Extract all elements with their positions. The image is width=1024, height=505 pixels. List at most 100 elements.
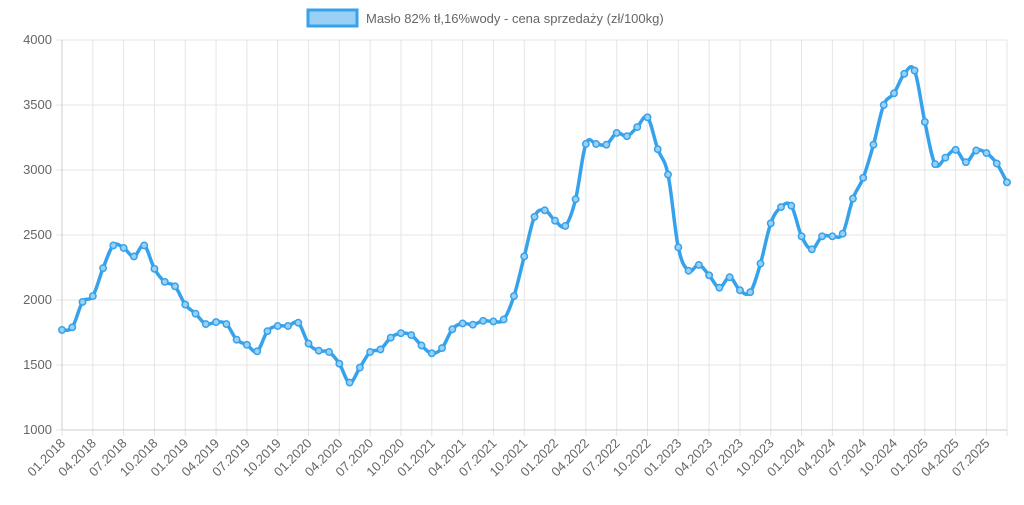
data-point[interactable] [735,286,744,295]
data-point[interactable] [150,264,159,273]
data-point[interactable] [242,340,251,349]
data-point[interactable] [879,101,888,109]
legend-label[interactable]: Masło 82% tł,16%wody - cena sprzedaży (z… [366,11,664,26]
data-point[interactable] [602,140,611,149]
data-point[interactable] [910,66,919,75]
data-point[interactable] [510,292,518,301]
data-point[interactable] [797,232,806,241]
data-point[interactable] [653,145,662,154]
data-point[interactable] [314,346,323,355]
data-point[interactable] [941,153,950,162]
data-point[interactable] [335,359,344,368]
data-point[interactable] [777,203,785,212]
data-point[interactable] [581,140,590,148]
data-point[interactable] [212,318,221,327]
data-point[interactable] [848,194,857,203]
data-point[interactable] [201,320,210,328]
data-point[interactable] [633,123,642,132]
data-point[interactable] [88,292,97,301]
data-point[interactable] [191,309,200,318]
data-point[interactable] [890,89,898,98]
data-point[interactable] [58,325,66,334]
data-point[interactable] [931,160,940,169]
legend[interactable]: Masło 82% tł,16%wody - cena sprzedaży (z… [306,8,664,28]
data-point[interactable] [160,277,169,286]
data-point[interactable] [232,335,241,344]
data-point[interactable] [171,282,179,291]
y-tick-label: 1000 [23,422,52,437]
data-point[interactable] [458,319,467,328]
data-point[interactable] [787,201,796,210]
data-point[interactable] [992,159,1001,168]
data-point[interactable] [325,348,334,356]
data-point[interactable] [366,348,375,356]
data-point[interactable] [140,241,149,250]
data-point[interactable] [181,300,190,309]
data-point[interactable] [623,132,631,141]
data-point[interactable] [592,140,601,148]
data-point[interactable] [961,158,970,167]
data-point[interactable] [725,273,734,282]
data-point[interactable] [222,320,231,328]
data-point[interactable] [253,347,262,356]
data-point[interactable] [694,260,703,269]
y-axis: 1000 1500 2000 2500 3000 3500 4000 [23,32,63,437]
data-point[interactable] [972,146,981,155]
data-point[interactable] [68,323,77,332]
data-point[interactable] [407,331,416,340]
data-point[interactable] [643,113,652,122]
data-point[interactable] [263,327,272,336]
data-point[interactable] [530,212,539,221]
legend-swatch[interactable] [306,8,359,28]
data-point[interactable] [951,145,960,154]
data-point[interactable] [715,283,724,292]
data-point[interactable] [129,252,138,261]
data-point[interactable] [479,316,488,325]
data-point[interactable] [859,173,868,182]
data-point[interactable] [900,69,909,78]
data-point[interactable] [838,229,847,238]
data-point[interactable] [766,219,775,228]
data-point[interactable] [807,245,816,254]
data-point[interactable] [571,195,580,204]
data-point[interactable] [273,322,282,330]
data-point[interactable] [294,318,303,327]
data-point[interactable] [119,244,128,252]
data-point[interactable] [427,349,436,358]
data-point[interactable] [448,325,457,334]
data-point[interactable] [78,298,87,306]
data-point[interactable] [376,345,385,354]
data-point[interactable] [109,241,118,250]
data-point[interactable] [818,232,827,241]
data-point[interactable] [869,140,878,149]
data-point[interactable] [489,317,498,326]
data-point[interactable] [499,315,508,324]
data-point[interactable] [386,333,395,342]
data-point[interactable] [304,339,313,348]
data-point[interactable] [99,264,108,273]
data-point[interactable] [674,243,683,252]
data-point[interactable] [355,363,364,372]
data-point[interactable] [612,129,621,137]
data-point[interactable] [540,206,549,215]
data-point[interactable] [551,216,559,225]
data-point[interactable] [982,149,991,158]
data-point[interactable] [746,288,755,297]
data-point[interactable] [284,322,292,330]
data-point[interactable] [561,221,570,230]
data-point[interactable] [520,252,529,261]
data-point[interactable] [828,232,837,241]
data-point[interactable] [664,170,672,179]
data-point[interactable] [397,329,405,338]
data-point[interactable] [417,341,426,350]
data-point[interactable] [756,259,765,268]
data-point[interactable] [468,320,477,329]
data-point[interactable] [684,266,693,275]
data-point[interactable] [920,117,929,126]
data-point[interactable] [1003,178,1011,187]
data-point[interactable] [438,344,446,353]
data-point[interactable] [345,378,354,387]
data-point[interactable] [705,271,714,280]
